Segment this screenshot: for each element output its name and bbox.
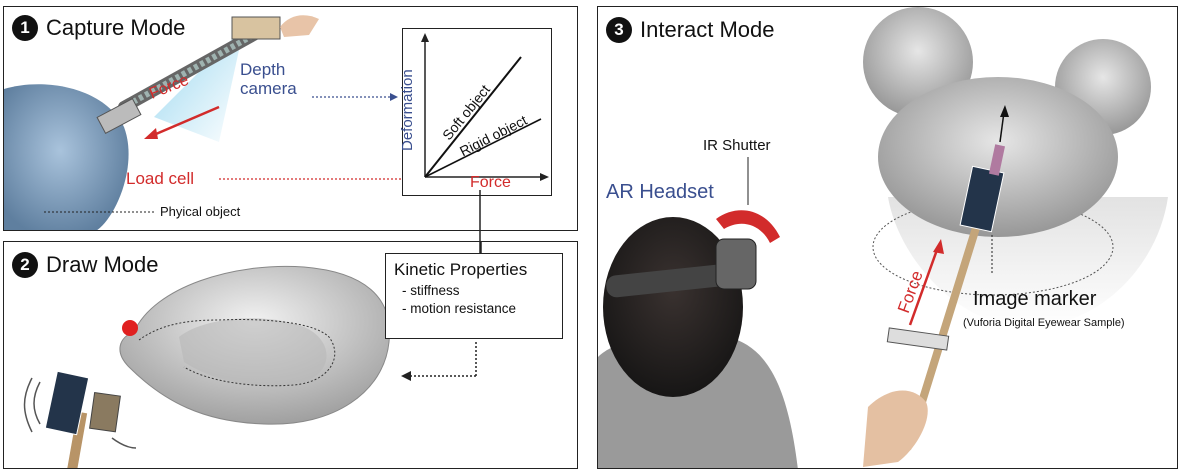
soft-object-line [424, 56, 522, 178]
ar-headset-band [606, 262, 746, 298]
panel-number-badge: 1 [12, 15, 38, 41]
ir-shutter-shape [716, 210, 780, 243]
person-hair [603, 217, 743, 397]
interact-handle [886, 327, 950, 351]
kinetic-item-stiffness: - stiffness [402, 283, 460, 298]
interact-probe-tip [988, 144, 1006, 176]
image-marker-label: Image marker [973, 288, 1097, 310]
draw-path [138, 319, 336, 387]
panel-title: Draw Mode [46, 252, 159, 277]
interact-illustration [598, 7, 1168, 468]
stick-tool [66, 411, 88, 468]
load-cell-label: Load cell [126, 169, 195, 188]
draw-illustration [23, 242, 482, 468]
graph-svg [421, 33, 549, 181]
image-marker-card [44, 370, 90, 436]
capture-illustration [4, 15, 466, 230]
kinetic-properties-title: Kinetic Properties [394, 260, 528, 279]
kinetic-properties-box: Kinetic Properties - stiffness - motion … [385, 253, 563, 339]
physical-object-shape [4, 84, 129, 230]
interact-image-marker [959, 165, 1005, 233]
y-axis-arrow [421, 33, 429, 42]
kinetic-item-motion-resistance: - motion resistance [402, 301, 517, 316]
ar-headset-visor [715, 238, 757, 290]
panel-number-badge: 2 [12, 252, 38, 278]
force-arrow [148, 105, 220, 139]
capture-mode-panel: 1 Capture Mode Depth camera Force Load c… [3, 6, 578, 231]
capture-mode-title: 1 Capture Mode [12, 15, 185, 41]
image-marker-note: (Vuforia Digital Eyewear Sample) [963, 317, 1125, 329]
panel-number-badge: 3 [606, 17, 632, 43]
graph-x-label: Force [470, 174, 511, 191]
draw-mode-title: 2 Draw Mode [12, 252, 158, 278]
depth-camera-label: Depth camera [240, 60, 297, 98]
handle-grip [89, 391, 121, 433]
interact-hand [863, 390, 928, 467]
interact-mode-title: 3 Interact Mode [606, 17, 775, 43]
panel-title: Interact Mode [640, 17, 775, 42]
rigid-object-line [424, 118, 542, 178]
hand-shape [280, 15, 319, 37]
physical-object-label: Phyical object [160, 204, 241, 219]
force-deformation-graph: Deformation Force Soft object Rigid obje… [399, 28, 552, 196]
ir-shutter-label: IR Shutter [703, 137, 771, 154]
panel-title: Capture Mode [46, 15, 186, 40]
ground-ellipse [872, 198, 1114, 296]
interact-force-arrow [908, 246, 940, 326]
tool-tip-dot [122, 320, 138, 336]
kinetic-arrow-head [401, 371, 411, 381]
x-axis-arrow [540, 173, 549, 181]
depth-camera-body [231, 16, 281, 40]
ar-headset-label: AR Headset [606, 181, 714, 203]
draw-mode-panel: 2 Draw Mode [3, 241, 578, 469]
interact-mode-panel: 3 Interact Mode IR Shutter AR Headset Fo… [597, 6, 1178, 469]
load-cell-bracket [96, 97, 142, 135]
